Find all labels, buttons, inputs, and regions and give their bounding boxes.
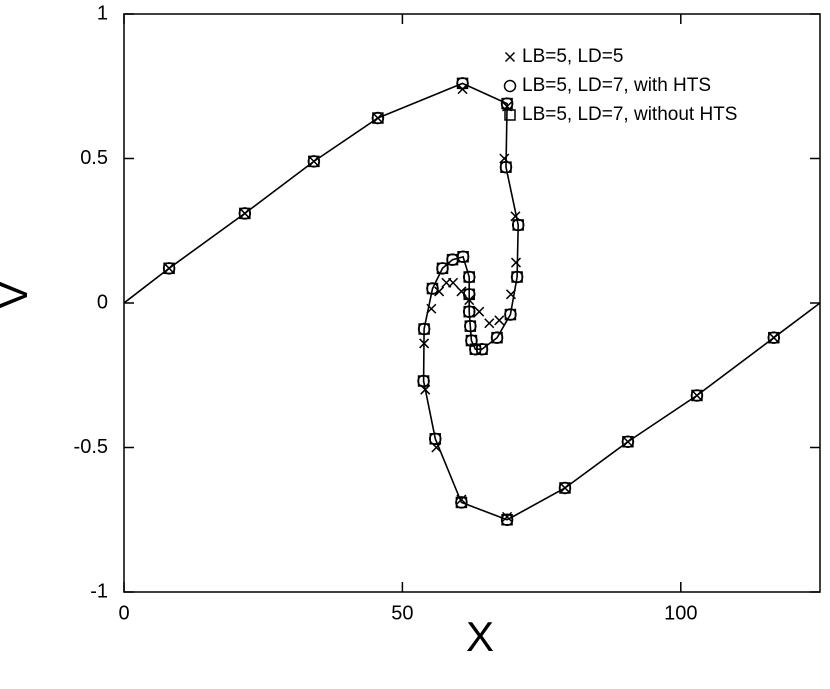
square-marker (511, 271, 523, 283)
y-tick-label: 1 (97, 2, 108, 24)
y-tick-label: 0 (97, 291, 108, 313)
square-marker (372, 112, 384, 124)
cross-marker (474, 306, 485, 317)
y-tick-label: -1 (90, 580, 108, 602)
square-marker (417, 375, 430, 387)
cross-marker (441, 277, 452, 288)
cross-marker (426, 303, 437, 314)
cross-marker (456, 494, 467, 505)
y-tick-label: 0.5 (80, 147, 108, 169)
cross-marker (164, 263, 175, 274)
cross-marker (419, 338, 430, 349)
square-marker (504, 109, 516, 121)
x-axis-label: X (466, 613, 494, 660)
cross-marker (504, 51, 516, 63)
cross-marker (372, 113, 383, 124)
square-marker (500, 161, 512, 173)
legend-label: LB=5, LD=7, with HTS (522, 75, 711, 96)
square-marker (163, 262, 175, 275)
square-marker (501, 514, 513, 526)
y-axis-label: V (0, 281, 36, 309)
x-tick-label: 50 (391, 602, 413, 624)
cross-marker (510, 257, 522, 268)
x-tick-label: 0 (118, 602, 129, 624)
cross-marker (622, 436, 633, 447)
square-marker (622, 435, 634, 448)
cross-marker (434, 286, 445, 297)
legend-label: LB=5, LD=5 (522, 46, 623, 67)
square-marker (464, 320, 477, 332)
square-marker (418, 323, 430, 335)
cross-marker (239, 208, 250, 219)
square-marker (512, 219, 524, 231)
cross-marker (494, 315, 505, 326)
square-marker (463, 288, 475, 301)
square-marker (463, 305, 475, 318)
cross-marker (768, 332, 779, 343)
square-marker (456, 77, 469, 90)
square-marker (463, 271, 475, 283)
curve-line (123, 82, 821, 521)
square-marker (691, 389, 703, 402)
cross-marker (505, 289, 517, 300)
square-marker (476, 343, 488, 355)
square-marker (446, 253, 459, 266)
square-marker (469, 343, 482, 355)
square-marker (768, 331, 780, 344)
square-marker (504, 308, 517, 321)
legend-label: LB=5, LD=7, without HTS (522, 104, 737, 125)
square-marker (455, 496, 468, 509)
cross-marker (502, 511, 513, 522)
y-tick-label: -0.5 (74, 436, 108, 458)
square-marker (501, 97, 513, 110)
cross-marker (484, 318, 495, 329)
cross-marker (691, 390, 702, 401)
square-marker (429, 433, 442, 445)
cross-marker (559, 482, 571, 493)
square-marker (436, 262, 449, 275)
cross-marker (308, 156, 319, 167)
x-tick-label: 100 (664, 602, 697, 624)
square-marker (491, 331, 503, 344)
square-marker (426, 282, 439, 295)
circle-marker (503, 79, 517, 93)
square-marker (239, 207, 251, 220)
square-marker (559, 482, 571, 494)
square-marker (308, 155, 320, 168)
square-marker (465, 334, 478, 347)
